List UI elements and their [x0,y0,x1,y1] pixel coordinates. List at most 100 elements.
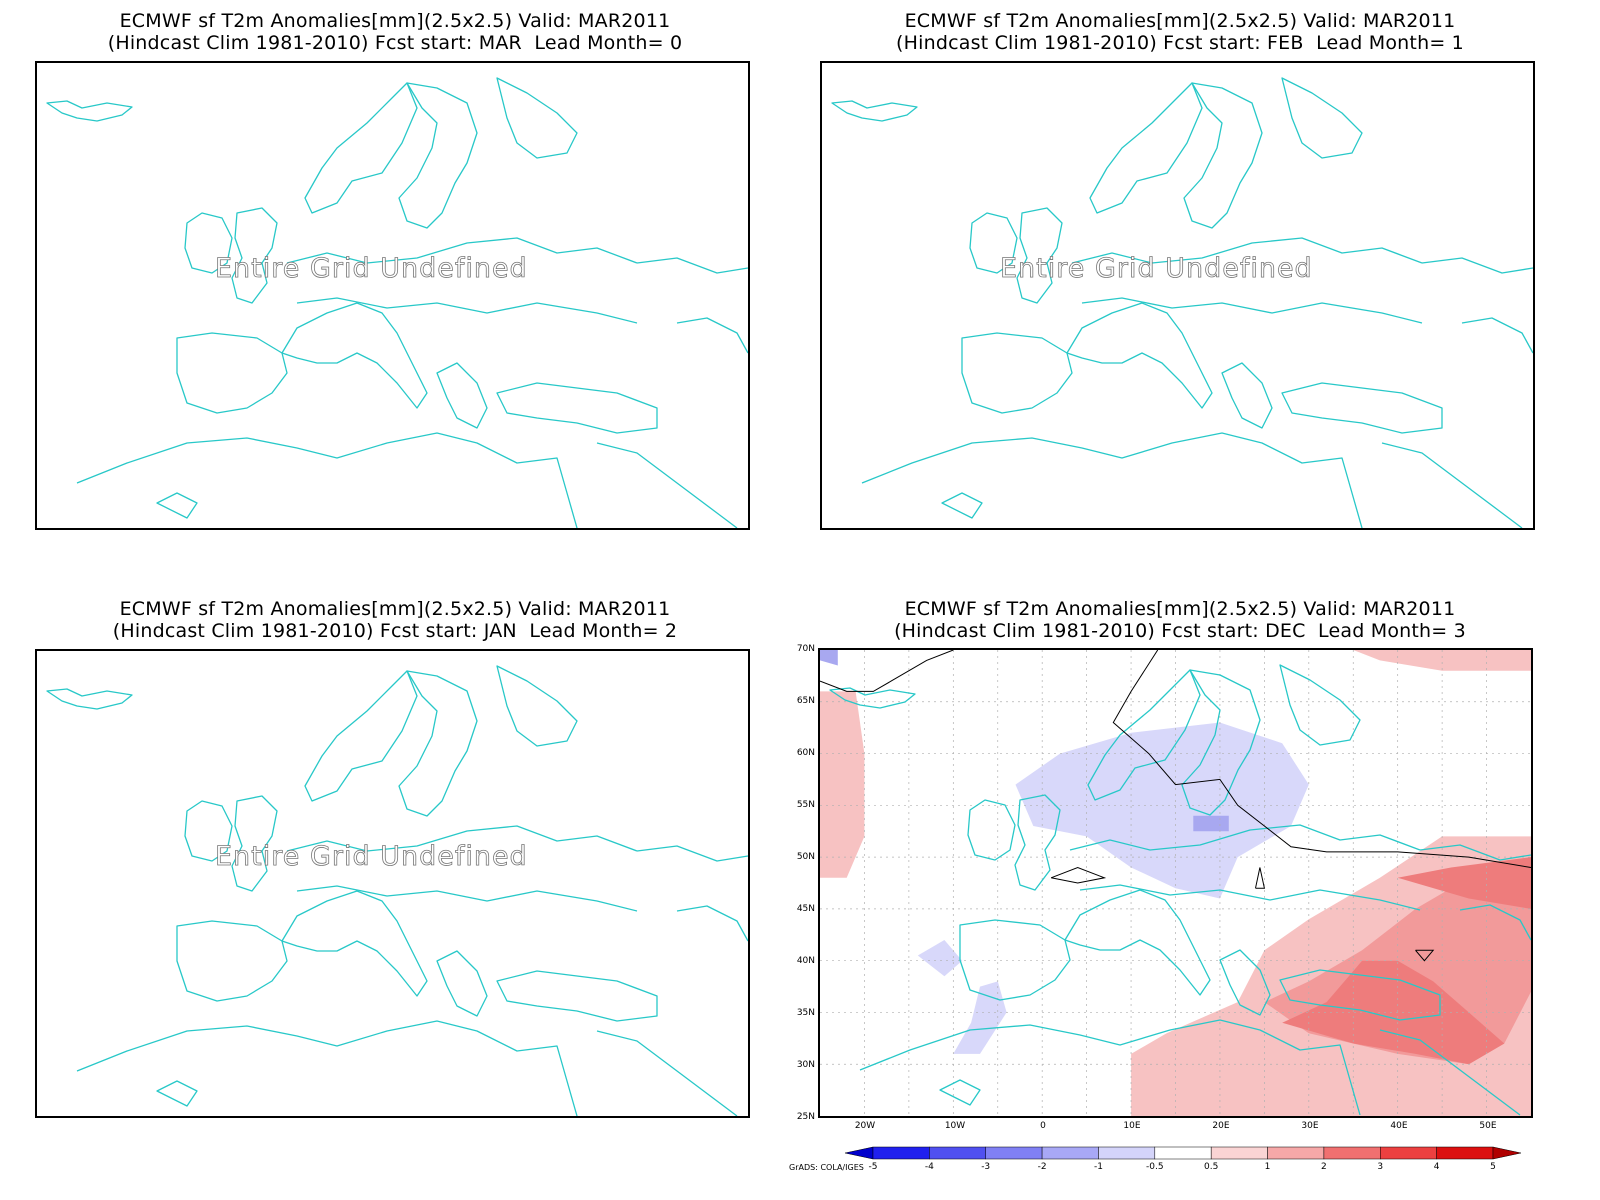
colorbar-segment [1098,1146,1156,1160]
coastline-segment [1014,794,1061,891]
coastline-segment [1459,904,1531,941]
coastline-segment [967,799,1016,861]
panel-title-line2: (Hindcast Clim 1981-2010) Fcst start: FE… [896,32,1464,54]
coastline-segment [46,100,133,122]
coastline-segment [636,845,748,862]
lat-label: 70N [796,644,815,654]
colorbar [844,1146,1522,1160]
coastline-segment [676,317,748,354]
coastline-segment [156,1080,198,1107]
colorbar-segment [1210,1146,1268,1160]
coastline-segment [1461,317,1533,354]
colorbar-segment [872,1146,930,1160]
coastline-segment [496,77,578,159]
cold-anomaly-area [917,940,963,977]
coastline-segment [1183,82,1263,229]
coastline-segment [1089,82,1203,214]
coastline-segment [231,795,278,892]
coastline-segment [296,297,638,324]
coastline-segment [436,950,488,1017]
europe-coastline-map [46,665,748,1116]
coastline-segment [176,920,288,1002]
lat-lon-grid [820,650,1531,1116]
colorbar-label: -1 [1094,1162,1103,1172]
lat-label: 35N [796,1008,815,1018]
coastline-segment [969,212,1018,274]
coastline-segment [1069,824,1421,851]
coastline-segment [1181,669,1261,816]
coastline-segment [1281,382,1443,434]
lat-label: 60N [796,748,815,758]
undefined-grid-message: Entire Grid Undefined [1000,253,1313,285]
lat-label: 25N [796,1112,815,1122]
lon-label: 20W [854,1121,876,1131]
zero-contour [1415,949,1435,962]
coastline-segment [304,670,418,802]
coastline-segment [496,665,578,747]
cold-anomaly-area [1015,722,1309,899]
lon-label: 30E [1301,1121,1319,1131]
coastline-segment [636,257,748,274]
lon-label: 50E [1479,1121,1497,1131]
coastline-segment [184,212,233,274]
colorbar-label: -2 [1037,1162,1047,1172]
coastline-segment [281,890,428,997]
zero-contour [1050,866,1107,884]
coastline-segment [496,970,658,1022]
panel-lead-3: ECMWF sf T2m Anomalies[mm](2.5x2.5) Vali… [785,588,1600,1200]
coastline-segment [1281,77,1363,159]
colorbar-label: -4 [924,1162,934,1172]
map-frame: Entire Grid Undefined [820,61,1535,530]
panel-title-line1: ECMWF sf T2m Anomalies[mm](2.5x2.5) Vali… [904,10,1456,32]
coastline-segment [286,825,638,852]
lat-label: 45N [796,904,815,914]
anomaly-map-frame [818,648,1533,1118]
panel-title-line2: (Hindcast Clim 1981-2010) Fcst start: DE… [894,620,1466,642]
coastline-segment [959,919,1071,1001]
coastline-segment [1279,664,1361,746]
colorbar-label: 2 [1321,1162,1327,1172]
coastline-segment [859,1019,1361,1116]
europe-coastline-map [46,77,748,528]
colorbar-segment [929,1146,986,1160]
zero-contour [1112,650,1531,868]
coastline-segment [398,670,478,817]
lat-label: 65N [796,696,815,706]
colorbar-segment [1041,1146,1099,1160]
lat-label: 40N [796,956,815,966]
warm-anomaly-area [1282,960,1505,1065]
coastline-segment [1421,257,1533,274]
grads-credit: GrADS: COLA/IGES [789,1163,864,1172]
lon-label: 20E [1212,1121,1230,1131]
undefined-grid-message: Entire Grid Undefined [215,253,528,285]
lon-label: 40E [1390,1121,1408,1131]
panel-title-line2: (Hindcast Clim 1981-2010) Fcst start: JA… [112,620,678,642]
panel-title-line1: ECMWF sf T2m Anomalies[mm](2.5x2.5) Vali… [119,10,671,32]
colorbar-label: -0.5 [1146,1162,1164,1172]
t2m-anomaly-map [820,650,1531,1116]
panel-lead-0: ECMWF sf T2m Anomalies[mm](2.5x2.5) Vali… [0,0,790,560]
warm-anomaly-area [1353,650,1531,671]
colorbar-label: 1 [1264,1162,1271,1172]
coastline-segment [676,905,748,942]
panel-lead-2: ECMWF sf T2m Anomalies[mm](2.5x2.5) Vali… [0,588,790,1148]
lat-label: 55N [796,800,815,810]
warm-anomaly-area [1397,857,1531,909]
coastline-segment [436,362,488,429]
coastline-segment [861,432,1363,528]
coastline-segment [941,492,983,519]
colorbar-segment [985,1146,1043,1160]
coastline-segment [1081,297,1423,324]
colorbar-label: 5 [1490,1162,1496,1172]
coastline-segment [176,332,288,414]
coastline-segment [939,1079,981,1106]
coastline-segment [231,207,278,304]
panel-title-line1: ECMWF sf T2m Anomalies[mm](2.5x2.5) Vali… [904,598,1456,620]
colorbar-label: -3 [981,1162,991,1172]
lon-label: 10W [944,1121,966,1131]
panel-title-line2: (Hindcast Clim 1981-2010) Fcst start: MA… [107,32,683,54]
coastline-segment [1066,302,1213,409]
colorbar-label: -5 [868,1162,878,1172]
colorbar-arrow-high [1492,1146,1522,1160]
colorbar-label: 4 [1433,1162,1440,1172]
